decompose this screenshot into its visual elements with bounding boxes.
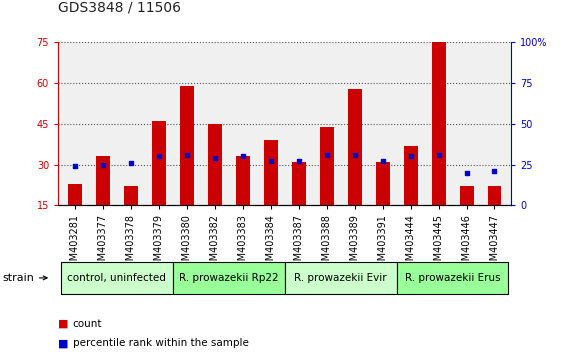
Point (70, 164, 80, 169)
Bar (236, 156, 250, 205)
Bar (208, 124, 222, 205)
Text: R. prowazekii Erus: R. prowazekii Erus (405, 273, 500, 283)
Bar (460, 186, 474, 205)
Point (490, 168, 499, 174)
Bar (347, 88, 361, 205)
Bar (487, 186, 501, 205)
Bar (375, 162, 390, 205)
Bar (124, 186, 138, 205)
Bar (180, 86, 194, 205)
Point (238, 154, 248, 159)
Text: percentile rank within the sample: percentile rank within the sample (73, 338, 249, 348)
Text: control, uninfected: control, uninfected (67, 273, 166, 283)
Point (126, 160, 135, 166)
Bar (264, 140, 278, 205)
Point (154, 154, 163, 159)
Text: R. prowazekii Evir: R. prowazekii Evir (295, 273, 387, 283)
Point (98, 162, 107, 167)
Point (350, 152, 359, 158)
Point (462, 170, 471, 176)
Point (378, 159, 388, 164)
Bar (432, 42, 446, 205)
Bar (320, 127, 333, 205)
Text: R. prowazekii Rp22: R. prowazekii Rp22 (179, 273, 278, 283)
Text: ■: ■ (58, 319, 69, 329)
Bar (96, 156, 110, 205)
Point (434, 152, 443, 158)
Text: strain: strain (3, 273, 35, 283)
Bar (68, 184, 82, 205)
Point (406, 154, 415, 159)
Point (322, 152, 331, 158)
Point (266, 159, 275, 164)
Point (294, 159, 303, 164)
Point (210, 155, 220, 161)
Text: ■: ■ (58, 338, 69, 348)
Text: GDS3848 / 11506: GDS3848 / 11506 (58, 0, 181, 14)
Text: count: count (73, 319, 102, 329)
Bar (152, 121, 166, 205)
Bar (292, 162, 306, 205)
Point (182, 152, 191, 158)
Bar (404, 145, 418, 205)
